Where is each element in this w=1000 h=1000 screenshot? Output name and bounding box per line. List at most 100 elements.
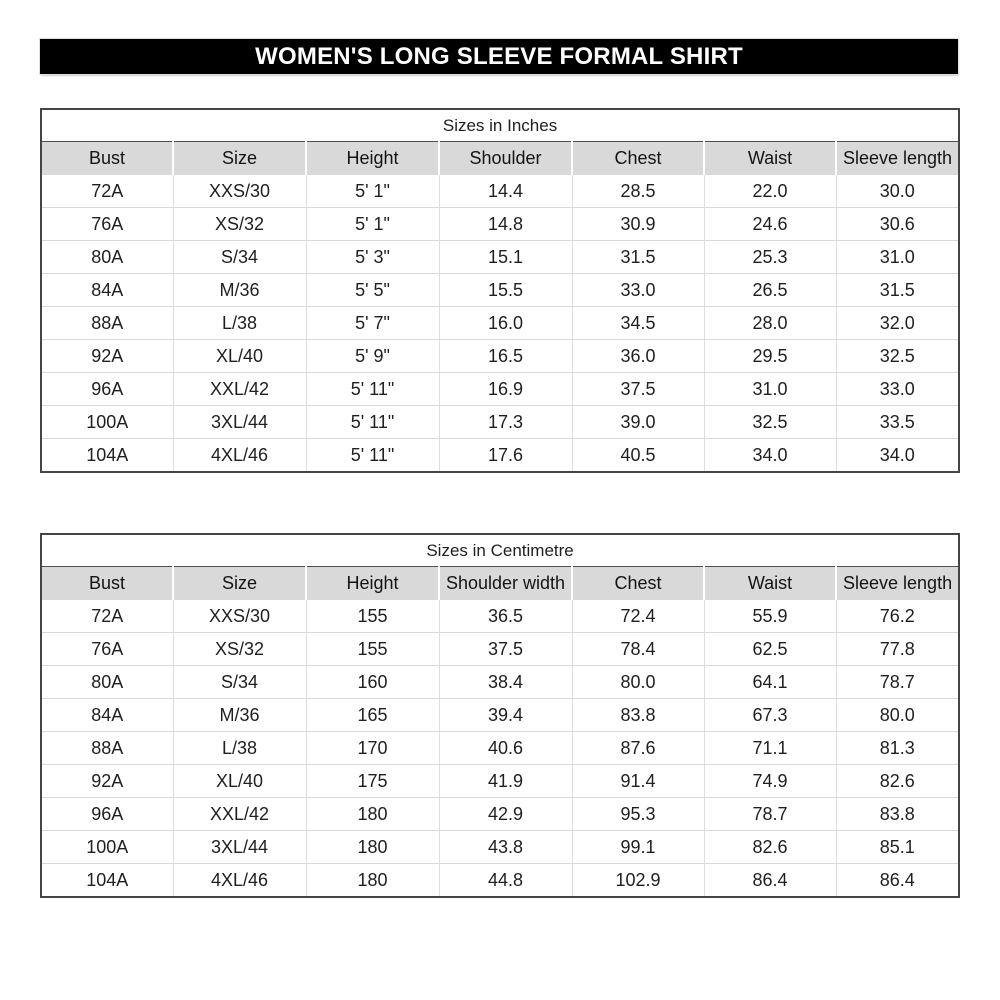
table-cell: 64.1: [703, 665, 836, 699]
table-cell: 36.5: [438, 599, 572, 633]
table-row: 88A L/38 170 40.6 87.6 71.1 81.3: [41, 731, 960, 765]
table-cell: XXS/30: [172, 599, 306, 633]
table-cell: 84A: [41, 273, 173, 307]
table-cell: 55.9: [703, 599, 836, 633]
table-cell: 72A: [41, 174, 173, 208]
table-cell: 100A: [41, 405, 173, 439]
table-cell: 67.3: [703, 698, 836, 732]
table-cell: 36.0: [571, 339, 704, 373]
table-cell: 88A: [41, 306, 173, 340]
table-cell: XXL/42: [172, 797, 306, 831]
column-header: Bust: [41, 566, 173, 600]
table-cell: XS/32: [172, 207, 306, 241]
table-row: 100A 3XL/44 5' 11" 17.3 39.0 32.5 33.5: [41, 405, 960, 439]
table-cell: 40.5: [571, 438, 704, 472]
table-row: 76A XS/32 155 37.5 78.4 62.5 77.8: [41, 632, 960, 666]
table-cell: 80.0: [835, 698, 960, 732]
table-header-row: Bust Size Height Shoulder Chest Waist Sleeve l…: [41, 141, 960, 175]
table-cell: 78.7: [703, 797, 836, 831]
table-cell: 15.1: [438, 240, 572, 274]
table-cell: 5' 11": [305, 405, 439, 439]
table-cell: L/38: [172, 731, 306, 765]
column-header: Size: [172, 566, 306, 600]
table-cell: 180: [305, 863, 439, 897]
table-cell: S/34: [172, 665, 306, 699]
table-cell: 85.1: [835, 830, 960, 864]
table-cell: 76.2: [835, 599, 960, 633]
table-cell: 34.0: [703, 438, 836, 472]
size-table: Sizes in Centimetre Bust Size Height Shoulde…: [40, 533, 961, 898]
table-cell: 37.5: [571, 372, 704, 406]
table-cell: 31.0: [703, 372, 836, 406]
table-cell: 88A: [41, 731, 173, 765]
table-cell: 86.4: [835, 863, 960, 897]
table-row: 72A XXS/30 155 36.5 72.4 55.9 76.2: [41, 599, 960, 633]
table-cell: 32.5: [703, 405, 836, 439]
table-cell: 84A: [41, 698, 173, 732]
table-cell: 17.6: [438, 438, 572, 472]
table-cell: 17.3: [438, 405, 572, 439]
table-cell: 5' 1": [305, 207, 439, 241]
table-cell: 33.0: [835, 372, 960, 406]
table-row: 104A 4XL/46 180 44.8 102.9 86.4 86.4: [41, 863, 960, 897]
table-cell: 92A: [41, 764, 173, 798]
table-cell: 96A: [41, 797, 173, 831]
table-row: 72A XXS/30 5' 1" 14.4 28.5 22.0 30.0: [41, 174, 960, 208]
table-cell: 96A: [41, 372, 173, 406]
column-header: Waist: [703, 566, 836, 600]
column-header: Height: [305, 566, 439, 600]
table-cell: 34.0: [835, 438, 960, 472]
column-header: Height: [305, 141, 439, 175]
table-cell: 5' 11": [305, 438, 439, 472]
table-cell: 155: [305, 632, 439, 666]
table-cell: 83.8: [835, 797, 960, 831]
column-header: Size: [172, 141, 306, 175]
table-cell: 165: [305, 698, 439, 732]
table-cell: 5' 11": [305, 372, 439, 406]
table-cell: 175: [305, 764, 439, 798]
table-cell: 32.0: [835, 306, 960, 340]
table-cell: XS/32: [172, 632, 306, 666]
table-title-row: Sizes in Inches: [41, 109, 960, 142]
table-cell: 104A: [41, 438, 173, 472]
title-banner: WOMEN'S LONG SLEEVE FORMAL SHIRT: [40, 39, 958, 74]
table-title: Sizes in Centimetre: [41, 534, 960, 567]
table-cell: 30.9: [571, 207, 704, 241]
table-cell: 5' 3": [305, 240, 439, 274]
table-cell: 31.5: [571, 240, 704, 274]
table-cell: 62.5: [703, 632, 836, 666]
table-row: 80A S/34 160 38.4 80.0 64.1 78.7: [41, 665, 960, 699]
table-cell: 95.3: [571, 797, 704, 831]
table-cell: XXL/42: [172, 372, 306, 406]
table-cell: 180: [305, 797, 439, 831]
table-cell: 44.8: [438, 863, 572, 897]
table-cell: 33.5: [835, 405, 960, 439]
table-cell: 72.4: [571, 599, 704, 633]
table-row: 84A M/36 5' 5" 15.5 33.0 26.5 31.5: [41, 273, 960, 307]
table-cell: 22.0: [703, 174, 836, 208]
table-cell: 5' 9": [305, 339, 439, 373]
table-cell: 83.8: [571, 698, 704, 732]
table-cell: 43.8: [438, 830, 572, 864]
table-cell: 104A: [41, 863, 173, 897]
table-cell: 92A: [41, 339, 173, 373]
table-cell: 14.8: [438, 207, 572, 241]
table-cell: 3XL/44: [172, 830, 306, 864]
table-cell: 180: [305, 830, 439, 864]
table-cell: 86.4: [703, 863, 836, 897]
table-cell: 16.9: [438, 372, 572, 406]
table-cell: 82.6: [703, 830, 836, 864]
table-cell: XL/40: [172, 339, 306, 373]
table-cell: 3XL/44: [172, 405, 306, 439]
table-cell: 39.0: [571, 405, 704, 439]
table-cell: 40.6: [438, 731, 572, 765]
table-cell: 87.6: [571, 731, 704, 765]
table-cell: 32.5: [835, 339, 960, 373]
table-cell: 28.0: [703, 306, 836, 340]
column-header: Chest: [571, 566, 704, 600]
table-cell: 24.6: [703, 207, 836, 241]
table-header-row: Bust Size Height Shoulder width Chest Waist Sl…: [41, 566, 960, 600]
table-cell: 38.4: [438, 665, 572, 699]
table-cell: 5' 7": [305, 306, 439, 340]
table-cell: 41.9: [438, 764, 572, 798]
